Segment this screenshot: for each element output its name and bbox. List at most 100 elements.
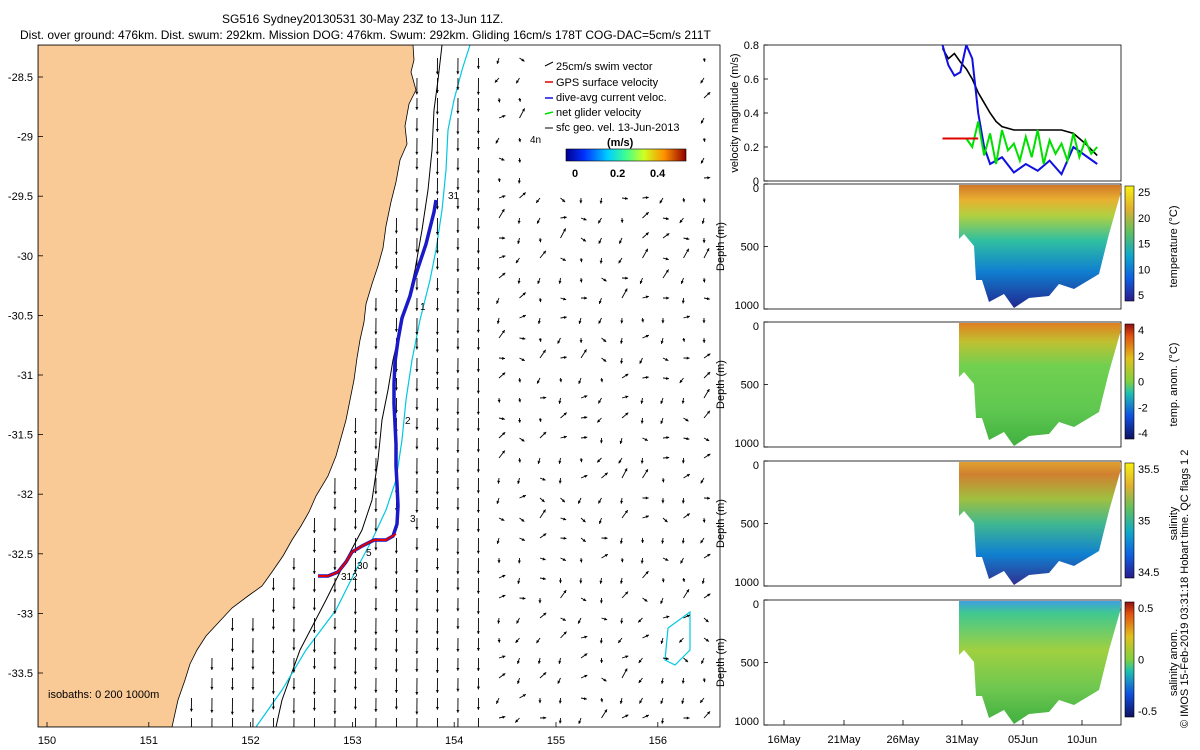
velocity-arrowhead xyxy=(374,608,378,611)
velocity-arrowhead xyxy=(353,647,357,651)
lat-tick-label: -30.5 xyxy=(8,310,33,322)
velocity-arrowhead xyxy=(494,79,498,83)
velocity-arrowhead xyxy=(394,266,398,270)
velocity-arrowhead xyxy=(435,129,439,132)
velocity-arrowhead xyxy=(435,206,439,210)
velocity-arrowhead xyxy=(435,471,439,475)
velocity-arrowhead xyxy=(624,668,628,672)
velocity-arrowhead xyxy=(456,469,460,473)
salinity-anomaly-ylabel: Depth (m) xyxy=(715,638,727,687)
velocity-arrowhead xyxy=(501,330,505,334)
velocity-arrowhead xyxy=(394,690,398,693)
velocity-arrowhead xyxy=(415,128,419,132)
velocity-arrowhead xyxy=(563,297,567,301)
velocity-arrowhead xyxy=(603,617,608,621)
temperature-colorbar-label: temperature (°C) xyxy=(1168,205,1180,287)
colorbar-tick-02: 0.2 xyxy=(610,168,625,180)
velocity-arrowhead xyxy=(353,671,357,675)
velocity-arrowhead xyxy=(456,387,460,391)
velocity-arrowhead xyxy=(497,560,501,564)
lat-tick-label: -33 xyxy=(17,608,33,620)
velocity-arrowhead xyxy=(706,297,710,301)
velocity-arrowhead xyxy=(415,91,419,95)
track-label-3: 3 xyxy=(410,514,416,525)
velocity-arrowhead xyxy=(700,480,704,484)
velocity-arrowhead xyxy=(645,515,649,519)
velocity-arrowhead xyxy=(521,438,525,442)
velocity-arrowhead xyxy=(517,480,521,484)
velocity-arrowhead xyxy=(476,190,480,194)
velocity-arrowhead xyxy=(563,216,567,220)
velocity-arrowhead xyxy=(680,280,684,284)
velocity-arrowhead xyxy=(686,315,690,319)
temp-anomaly-colorbar-tick: -4 xyxy=(1138,428,1148,440)
velocity-arrowhead xyxy=(476,550,480,554)
velocity-arrowhead xyxy=(518,98,522,102)
velocity-arrowhead xyxy=(584,635,588,639)
velocity-arrowhead xyxy=(353,510,357,514)
velocity-arrowhead xyxy=(686,513,690,517)
velocity-arrowhead xyxy=(563,631,567,635)
velocity-arrowhead xyxy=(660,640,664,644)
velocity-arrowhead xyxy=(681,460,685,464)
velocity-arrowhead xyxy=(639,700,643,704)
velocity-arrowhead xyxy=(516,80,519,84)
velocity-arrowhead xyxy=(436,727,439,730)
velocity-arrowhead xyxy=(684,659,689,663)
velocity-arrowhead xyxy=(578,380,582,384)
lon-tick-label: 156 xyxy=(649,735,667,747)
velocity-arrowhead xyxy=(638,619,642,623)
velocity-arrowhead xyxy=(563,590,567,594)
velocity-arrowhead xyxy=(456,688,460,692)
velocity-arrowhead xyxy=(476,631,480,635)
velocity-arrowhead xyxy=(333,611,337,614)
velocity-arrowhead xyxy=(598,220,601,224)
velocity-arrowhead xyxy=(701,660,704,664)
velocity-arrowhead xyxy=(624,468,628,472)
velocity-arrowhead xyxy=(603,338,607,342)
velocity-arrowhead xyxy=(538,338,542,342)
lat-tick-label: -32 xyxy=(17,489,33,501)
lon-tick-label: 155 xyxy=(547,735,565,747)
track-label-312: 312 xyxy=(341,572,358,583)
velocity-arrowhead xyxy=(394,589,398,593)
velocity-arrowhead xyxy=(394,609,398,613)
velocity-arrowhead xyxy=(415,388,419,392)
lat-tick-label: -33.5 xyxy=(8,668,33,680)
velocity-arrowhead xyxy=(522,192,526,196)
velocity-arrowhead xyxy=(353,468,357,472)
velocity-arrowhead xyxy=(618,639,622,644)
velocity-arrowhead xyxy=(271,626,275,630)
velocity-arrowhead xyxy=(598,520,602,524)
velocity-arrowhead xyxy=(665,257,669,261)
velocity-arrowhead xyxy=(624,196,628,200)
velocity-arrowhead xyxy=(584,436,588,440)
velocity-arrowhead xyxy=(476,411,480,415)
velocity-arrowhead xyxy=(660,420,664,424)
velocity-arrowhead xyxy=(561,499,565,503)
velocity-arrowhead xyxy=(435,548,439,552)
salinity-ylabel: Depth (m) xyxy=(715,499,727,548)
velocity-arrowhead xyxy=(333,711,337,714)
velocity-arrowhead xyxy=(679,639,683,643)
salinity-anomaly-colorbar-tick: 0 xyxy=(1138,655,1144,667)
velocity-arrowhead xyxy=(619,580,623,584)
velocity-arrowhead xyxy=(640,400,644,404)
velocity-arrowhead xyxy=(502,574,506,578)
velocity-arrowhead xyxy=(522,694,526,698)
velocity-arrowhead xyxy=(665,217,669,221)
velocity-arrowhead xyxy=(415,669,419,672)
velocity-arrowhead xyxy=(476,226,480,230)
velocity-arrowhead xyxy=(415,166,419,170)
lat-tick-label: -31.5 xyxy=(8,430,33,442)
velocity-arrowhead xyxy=(705,638,709,642)
velocity-arrowhead xyxy=(374,667,378,671)
velocity-arrowhead xyxy=(537,220,540,224)
velocity-arrowhead xyxy=(681,400,685,404)
velocity-arrowhead xyxy=(374,709,378,712)
velocity-arrowhead xyxy=(584,416,588,420)
velocity-arrowhead xyxy=(685,418,689,422)
time-xtick-label: 31May xyxy=(945,734,979,746)
velocity-arrowhead xyxy=(312,707,316,711)
velocity-arrowhead xyxy=(292,686,296,690)
